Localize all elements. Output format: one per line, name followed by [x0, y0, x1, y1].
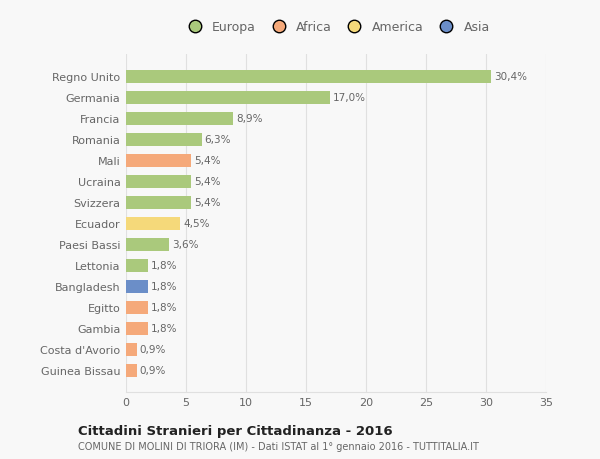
Bar	[126, 259, 148, 272]
Text: Cittadini Stranieri per Cittadinanza - 2016: Cittadini Stranieri per Cittadinanza - 2…	[78, 424, 392, 437]
Bar	[126, 238, 169, 251]
Text: 6,3%: 6,3%	[205, 135, 231, 145]
Bar	[126, 154, 191, 168]
Bar	[126, 91, 330, 104]
Bar	[126, 217, 180, 230]
Bar	[126, 280, 148, 293]
Bar	[126, 134, 202, 146]
Text: 1,8%: 1,8%	[151, 302, 177, 313]
Bar	[126, 364, 137, 377]
Text: 5,4%: 5,4%	[194, 177, 220, 187]
Bar	[126, 343, 137, 356]
Text: 5,4%: 5,4%	[194, 198, 220, 208]
Text: 1,8%: 1,8%	[151, 261, 177, 271]
Bar	[126, 70, 491, 84]
Text: 30,4%: 30,4%	[494, 72, 527, 82]
Bar	[126, 301, 148, 314]
Bar	[126, 175, 191, 188]
Bar	[126, 112, 233, 125]
Text: 4,5%: 4,5%	[183, 219, 209, 229]
Text: 0,9%: 0,9%	[140, 366, 166, 375]
Text: 3,6%: 3,6%	[172, 240, 199, 250]
Text: 17,0%: 17,0%	[333, 93, 366, 103]
Bar	[126, 196, 191, 209]
Bar	[126, 322, 148, 335]
Text: 8,9%: 8,9%	[236, 114, 262, 124]
Text: 0,9%: 0,9%	[140, 345, 166, 355]
Text: 1,8%: 1,8%	[151, 282, 177, 291]
Text: 5,4%: 5,4%	[194, 156, 220, 166]
Legend: Europa, Africa, America, Asia: Europa, Africa, America, Asia	[182, 21, 490, 34]
Text: COMUNE DI MOLINI DI TRIORA (IM) - Dati ISTAT al 1° gennaio 2016 - TUTTITALIA.IT: COMUNE DI MOLINI DI TRIORA (IM) - Dati I…	[78, 441, 479, 451]
Text: 1,8%: 1,8%	[151, 324, 177, 334]
